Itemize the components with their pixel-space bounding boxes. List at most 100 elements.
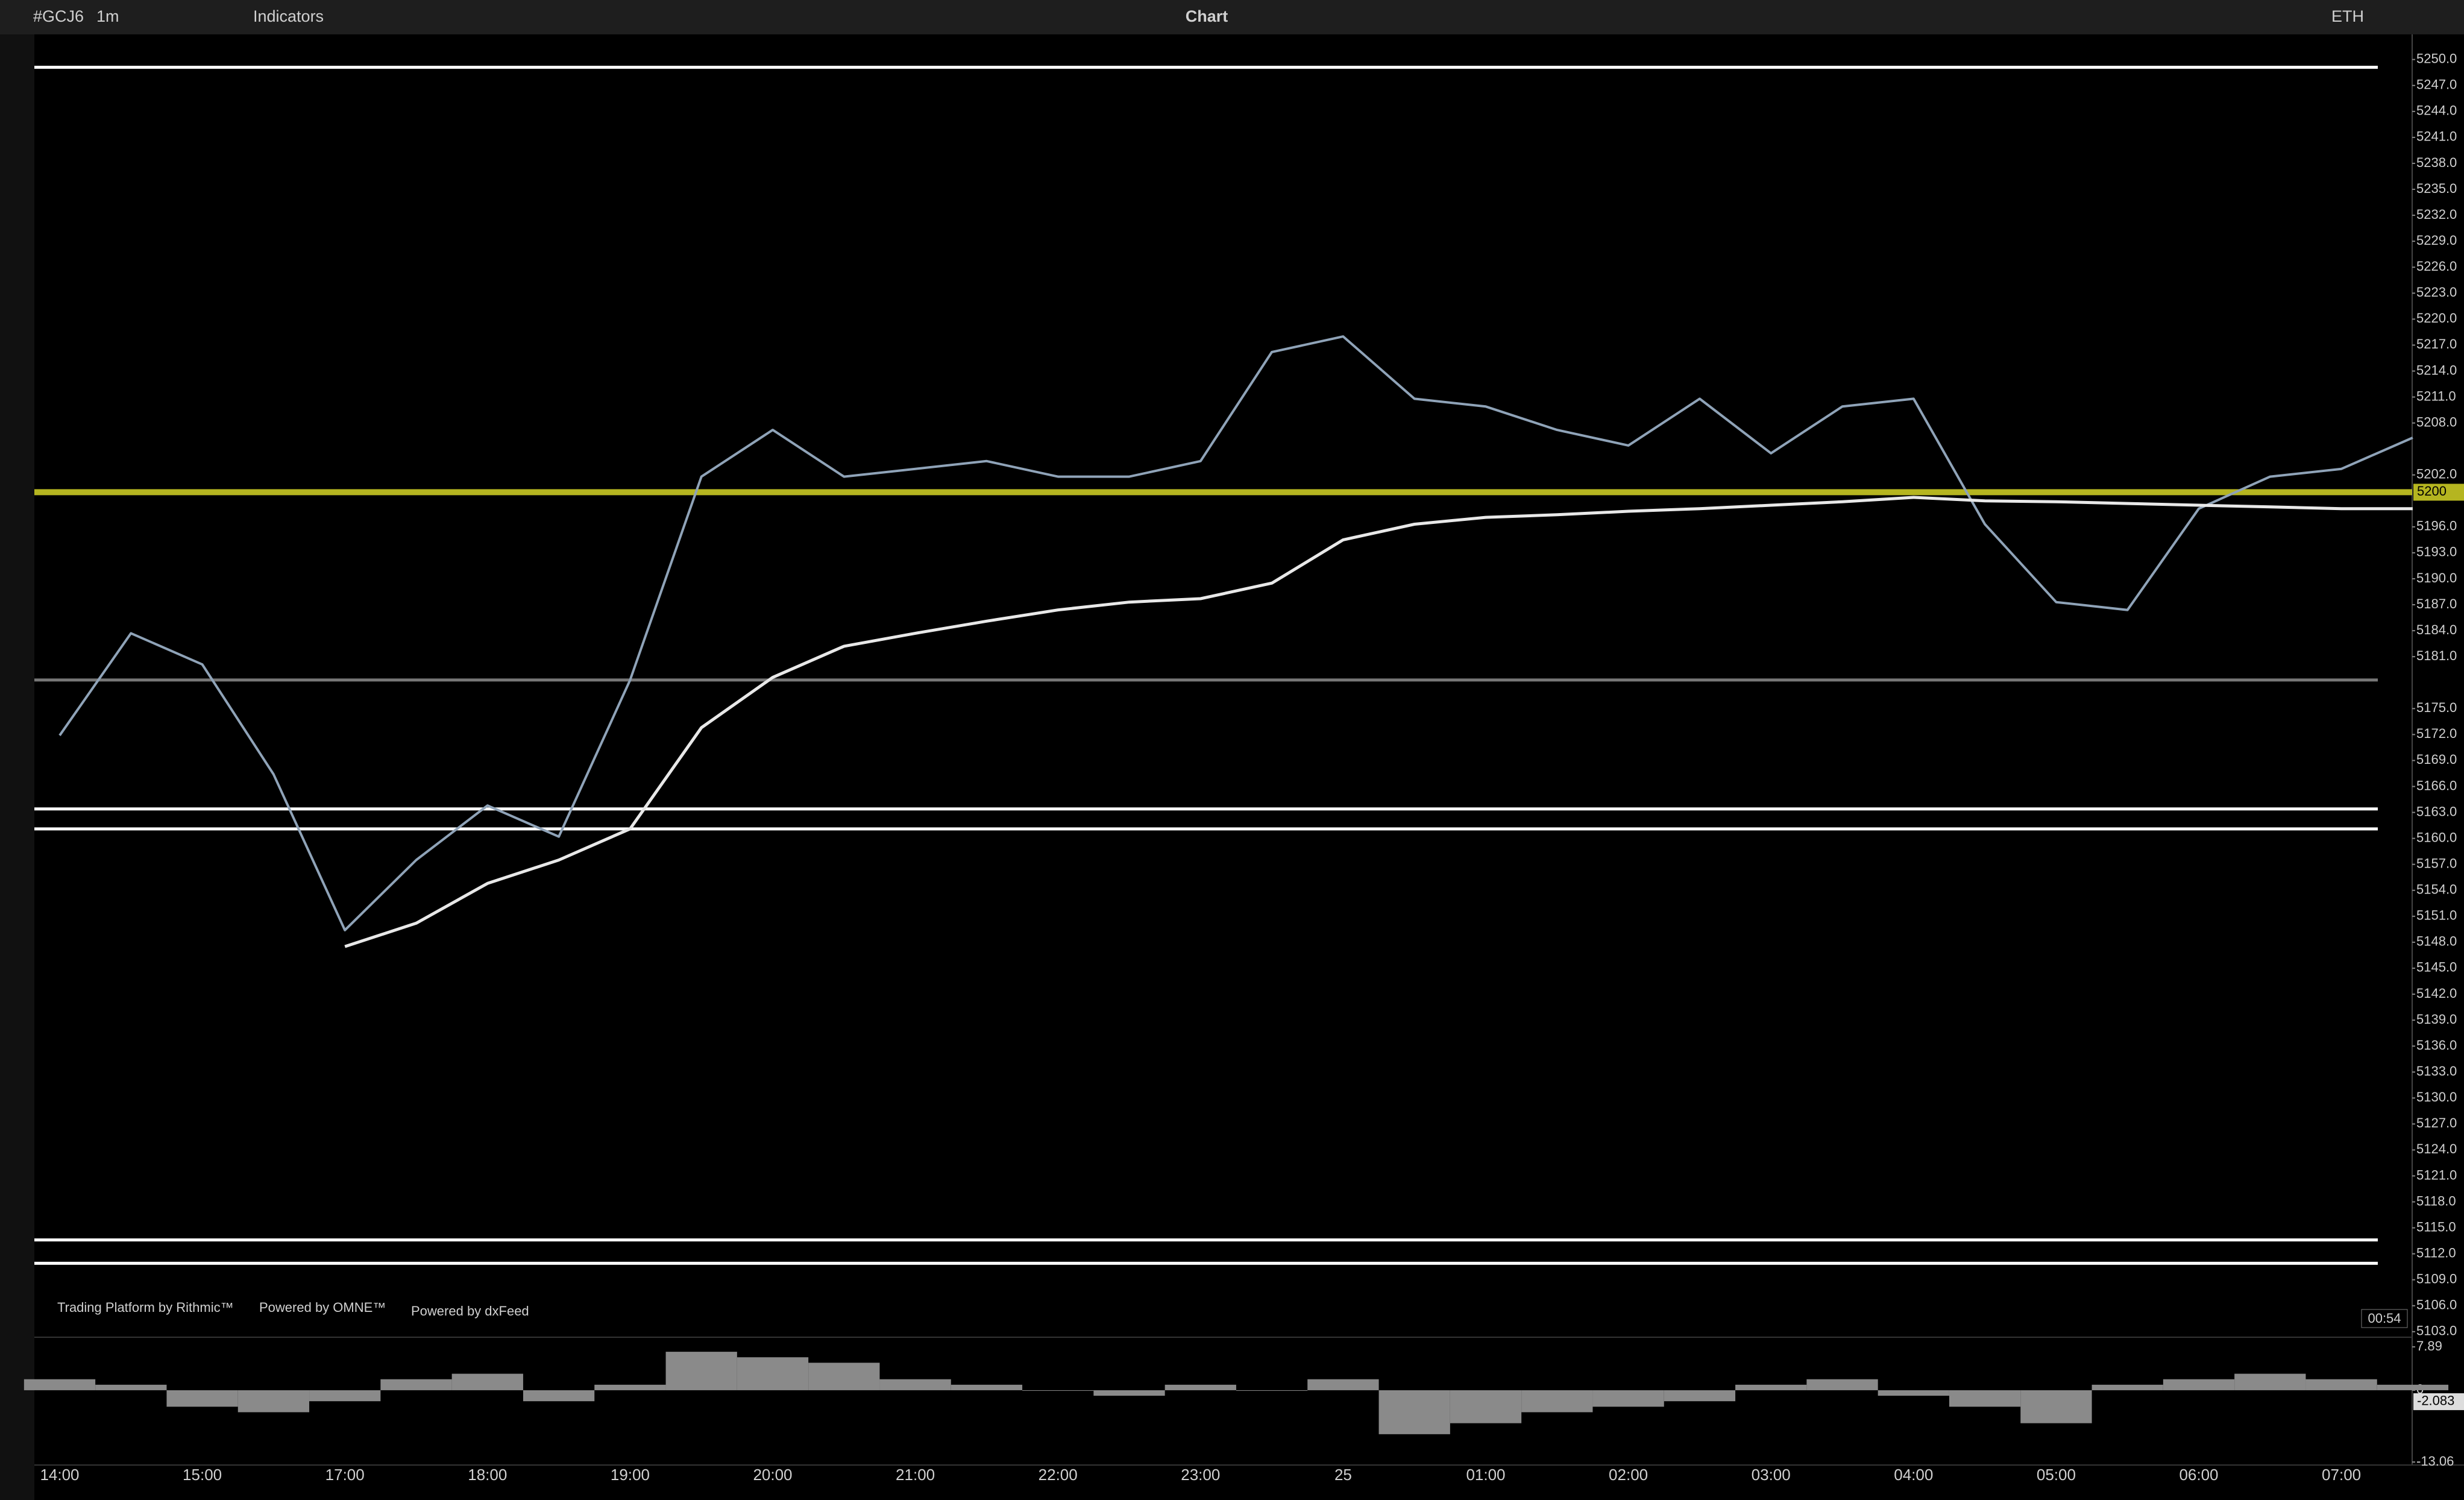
y-tick-label: 5208.0	[2416, 414, 2457, 429]
delta-bar	[1093, 1390, 1165, 1396]
x-tick-label: 25	[1334, 1466, 1352, 1484]
y-tick-label: 5109.0	[2416, 1272, 2457, 1287]
delta-bar	[523, 1390, 595, 1402]
delta-bar	[1949, 1390, 2021, 1407]
delta-bar	[1307, 1379, 1379, 1390]
y-tick-label: 5214.0	[2416, 362, 2457, 377]
level-label-box	[2413, 484, 2464, 501]
x-tick-label: 17:00	[325, 1466, 365, 1484]
y-tick-label: 5211.0	[2416, 388, 2456, 403]
delta-bar	[951, 1384, 1023, 1390]
y-tick-label: 5187.0	[2416, 596, 2457, 611]
y-tick-label: 5226.0	[2416, 259, 2457, 274]
y-tick-label: 5160.0	[2416, 830, 2457, 845]
delta-bar	[95, 1384, 167, 1390]
y-tick-label: 5154.0	[2416, 882, 2457, 897]
delta-bar	[1878, 1390, 1949, 1396]
symbol[interactable]: #GCJ6	[33, 7, 84, 25]
y-tick-label: 7.89	[2416, 1338, 2442, 1353]
delta-bar	[2092, 1384, 2163, 1390]
y-tick-label: 5166.0	[2416, 778, 2457, 793]
y-tick-label: 5235.0	[2416, 181, 2457, 196]
y-tick-label: 5145.0	[2416, 960, 2457, 975]
y-tick-label: 5172.0	[2416, 726, 2457, 741]
y-tick-label: 5217.0	[2416, 336, 2457, 351]
y-tick-label: 5190.0	[2416, 570, 2457, 585]
y-tick-label: 5103.0	[2416, 1323, 2457, 1338]
bar-timer: 00:54	[2368, 1311, 2401, 1326]
current-value-label: -2.083	[2417, 1393, 2454, 1408]
y-tick-label: 5136.0	[2416, 1038, 2457, 1053]
delta-bar	[2305, 1379, 2377, 1390]
delta-bar	[1592, 1390, 1664, 1407]
y-tick-label: 5115.0	[2416, 1219, 2456, 1234]
delta-bar	[1521, 1390, 1593, 1413]
delta-bar	[2020, 1390, 2092, 1423]
footer-dxfeed: Powered by dxFeed	[411, 1303, 529, 1319]
level-label: 5200	[2417, 484, 2447, 499]
y-tick-label: 5142.0	[2416, 986, 2457, 1001]
y-tick-label: 5139.0	[2416, 1012, 2457, 1027]
y-tick-label: 5193.0	[2416, 544, 2457, 559]
y-tick-label: 5106.0	[2416, 1297, 2457, 1312]
x-tick-label: 03:00	[1752, 1466, 1791, 1484]
delta-bar	[808, 1363, 880, 1390]
delta-bar	[879, 1379, 951, 1390]
x-tick-label: 18:00	[468, 1466, 507, 1484]
x-tick-label: 15:00	[183, 1466, 222, 1484]
price-line	[344, 496, 2413, 948]
indicators-button[interactable]: Indicators	[253, 7, 324, 25]
delta-bar	[451, 1373, 523, 1390]
current-value-box	[2413, 1393, 2464, 1410]
y-tick-label: 5130.0	[2416, 1089, 2457, 1105]
footer-rithmic: Trading Platform by Rithmic™	[57, 1300, 234, 1315]
delta-bar	[1806, 1379, 1878, 1390]
y-tick-label: 5220.0	[2416, 310, 2457, 326]
y-tick-label: 5238.0	[2416, 155, 2457, 170]
delta-bar	[1735, 1384, 1807, 1390]
delta-bar	[1664, 1390, 1736, 1402]
delta-bar	[309, 1390, 381, 1402]
y-tick-label: -13.06	[2416, 1454, 2454, 1469]
delta-bar	[1022, 1390, 1094, 1391]
timer-box	[2361, 1309, 2408, 1328]
x-tick-label: 22:00	[1039, 1466, 1078, 1484]
toolbar	[0, 0, 2464, 34]
x-tick-label: 02:00	[1609, 1466, 1648, 1484]
delta-bar	[380, 1379, 452, 1390]
delta-bar	[1450, 1390, 1522, 1423]
delta-bar	[1378, 1390, 1450, 1434]
price-line	[58, 335, 2413, 931]
interval[interactable]: 1m	[96, 7, 119, 25]
delta-bar	[24, 1379, 96, 1390]
y-tick-label: 5112.0	[2416, 1245, 2456, 1260]
footer-omne: Powered by OMNE™	[259, 1300, 386, 1315]
delta-bar	[2163, 1379, 2235, 1390]
delta-bar	[737, 1357, 809, 1390]
x-tick-label: 21:00	[896, 1466, 935, 1484]
y-tick-label: 5196.0	[2416, 518, 2457, 534]
delta-bar	[1236, 1390, 1308, 1391]
window-title: Chart	[1186, 7, 1228, 25]
y-tick-label: 5163.0	[2416, 804, 2457, 819]
y-tick-label: 5244.0	[2416, 103, 2457, 118]
delta-bar	[2234, 1373, 2306, 1390]
x-tick-label: 19:00	[611, 1466, 650, 1484]
y-tick-label: 5223.0	[2416, 285, 2457, 300]
session[interactable]: ETH	[2331, 7, 2364, 25]
x-tick-label: 04:00	[1894, 1466, 1933, 1484]
y-tick-label: 5232.0	[2416, 207, 2457, 222]
x-tick-label: 05:00	[2037, 1466, 2076, 1484]
delta-bar	[166, 1390, 238, 1407]
y-tick-label: 5157.0	[2416, 856, 2457, 871]
y-tick-label: 5241.0	[2416, 129, 2457, 144]
delta-bar	[237, 1390, 310, 1413]
y-tick-label: 5118.0	[2416, 1193, 2456, 1208]
y-tick-label: 5169.0	[2416, 752, 2457, 767]
y-tick-label: 5148.0	[2416, 934, 2457, 949]
y-tick-label: 5124.0	[2416, 1141, 2457, 1156]
y-tick-label: 5121.0	[2416, 1167, 2457, 1182]
